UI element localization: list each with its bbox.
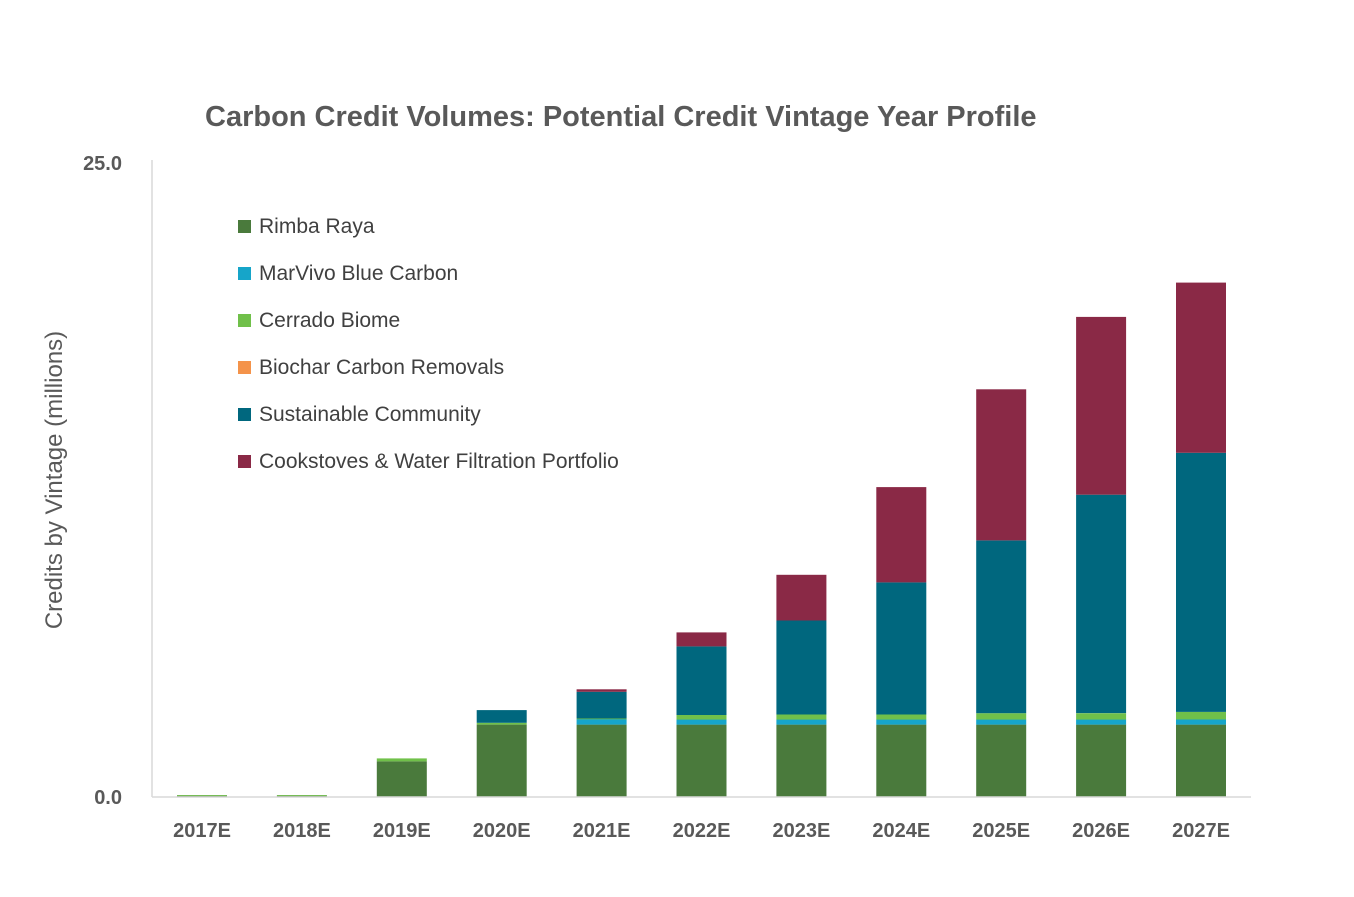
legend-swatch [238, 267, 251, 280]
bar-segment-2020E-4 [476, 710, 527, 723]
x-tick-label-2021E: 2021E [573, 820, 631, 842]
legend-item-4: Sustainable Community [238, 391, 619, 438]
bar-segment-2021E-4 [576, 691, 627, 719]
y-tick-label-max: 25.0 [83, 153, 122, 175]
legend-item-0: Rimba Raya [238, 203, 619, 250]
x-tick-label-2026E: 2026E [1072, 820, 1130, 842]
x-tick-label-2027E: 2027E [1172, 820, 1230, 842]
bar-segment-2022E-4 [676, 646, 727, 715]
bar-segment-2019E-2 [376, 758, 427, 762]
legend-label: Rimba Raya [259, 214, 375, 238]
bar-segment-2020E-2 [476, 722, 527, 725]
bar-segment-2022E-0 [676, 724, 727, 797]
legend: Rimba Raya MarVivo Blue Carbon Cerrado Bio… [238, 203, 619, 485]
bar-segment-2024E-0 [876, 724, 927, 797]
bar-segment-2022E-1 [676, 719, 727, 725]
y-tick-label-min: 0.0 [94, 787, 122, 809]
legend-swatch [238, 361, 251, 374]
legend-label: Sustainable Community [259, 402, 481, 426]
x-tick-label-2024E: 2024E [872, 820, 930, 842]
bar-segment-2024E-4 [876, 582, 927, 715]
bar-segment-2021E-2 [576, 718, 627, 720]
bar-segment-2027E-5 [1176, 282, 1226, 453]
bar-segment-2023E-2 [776, 714, 827, 720]
x-tick-label-2025E: 2025E [972, 820, 1030, 842]
legend-label: Cookstoves & Water Filtration Portfolio [259, 449, 619, 473]
bar-segment-2023E-1 [776, 719, 827, 725]
bar-segment-2022E-5 [676, 632, 727, 647]
legend-item-2: Cerrado Biome [238, 297, 619, 344]
x-tick-label-2019E: 2019E [373, 820, 431, 842]
bar-segment-2027E-2 [1176, 711, 1226, 720]
bar-segment-2026E-2 [1076, 713, 1127, 720]
bar-segment-2025E-5 [976, 389, 1027, 541]
bar-segment-2023E-4 [776, 620, 827, 715]
bar-segment-2027E-0 [1176, 724, 1226, 797]
bar-segment-2022E-2 [676, 715, 727, 720]
bar-segment-2024E-2 [876, 714, 927, 720]
legend-swatch [238, 314, 251, 327]
bar-segment-2021E-5 [576, 689, 627, 692]
legend-item-1: MarVivo Blue Carbon [238, 250, 619, 297]
legend-label: Biochar Carbon Removals [259, 355, 505, 379]
bar-segment-2025E-4 [976, 540, 1027, 714]
bar-segment-2025E-0 [976, 724, 1027, 797]
bar-segment-2023E-0 [776, 724, 827, 797]
legend-swatch [238, 408, 251, 421]
x-tick-label-2018E: 2018E [273, 820, 331, 842]
bar-segment-2025E-2 [976, 713, 1027, 720]
bar-segment-2021E-0 [576, 724, 627, 797]
bar-segment-2027E-4 [1176, 452, 1226, 712]
bar-segment-2017E-2 [177, 795, 227, 796]
legend-swatch [238, 455, 251, 468]
bar-segment-2018E-2 [276, 795, 327, 796]
legend-item-5: Cookstoves & Water Filtration Portfolio [238, 438, 619, 485]
x-tick-label-2022E: 2022E [673, 820, 731, 842]
bar-segment-2024E-5 [876, 487, 927, 583]
bar-segment-2025E-1 [976, 719, 1027, 725]
legend-swatch [238, 220, 251, 233]
bar-segment-2019E-0 [376, 761, 427, 797]
bar-segment-2027E-1 [1176, 719, 1226, 725]
bar-segment-2023E-5 [776, 574, 827, 621]
bar-segment-2024E-1 [876, 719, 927, 725]
bar-segment-2026E-4 [1076, 494, 1127, 714]
bar-segment-2021E-1 [576, 719, 627, 725]
bar-segment-2026E-1 [1076, 719, 1127, 725]
x-tick-label-2020E: 2020E [473, 820, 531, 842]
chart-title: Carbon Credit Volumes: Potential Credit … [205, 101, 1037, 133]
bar-segment-2026E-5 [1076, 316, 1127, 495]
legend-label: Cerrado Biome [259, 308, 401, 332]
legend-item-3: Biochar Carbon Removals [238, 344, 619, 391]
x-tick-label-2023E: 2023E [772, 820, 830, 842]
bar-segment-2026E-0 [1076, 724, 1127, 797]
legend-label: MarVivo Blue Carbon [259, 261, 459, 285]
bar-segment-2020E-0 [476, 724, 527, 797]
x-tick-label-2017E: 2017E [173, 820, 231, 842]
